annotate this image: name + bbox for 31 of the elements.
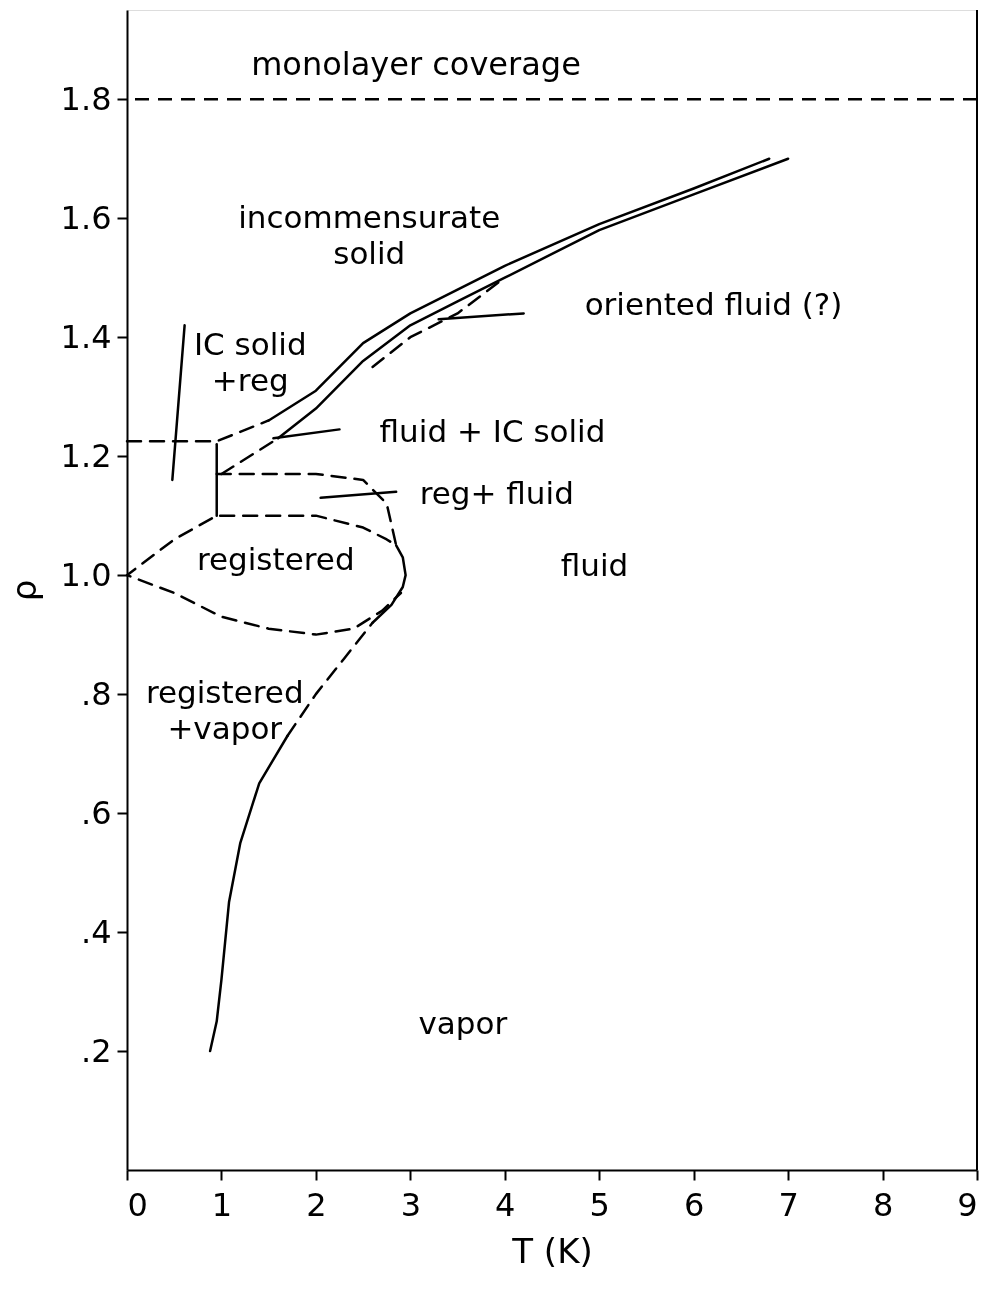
x-tick-label: 2 xyxy=(306,1185,327,1224)
ref-line-label: monolayer coverage xyxy=(251,45,581,84)
annotation: incommensurate solid xyxy=(238,198,501,271)
y-tick-label: 1.6 xyxy=(60,198,112,237)
annotation: registered xyxy=(196,541,355,577)
x-tick-label: 0 xyxy=(127,1185,148,1224)
y-tick-label: 1.2 xyxy=(60,436,112,475)
y-tick-label: 1.4 xyxy=(60,317,112,356)
x-tick-label: 9 xyxy=(957,1185,978,1224)
x-tick-label: 7 xyxy=(778,1185,799,1224)
x-tick-label: 6 xyxy=(683,1185,705,1224)
y-axis-title: ρ xyxy=(3,579,44,602)
y-tick-label: .8 xyxy=(80,674,112,713)
annotation: registered +vapor xyxy=(145,674,304,747)
y-tick-label: .6 xyxy=(80,793,112,832)
x-tick-label: 8 xyxy=(872,1185,894,1224)
x-axis-title: T (K) xyxy=(511,1230,593,1271)
annotation: fluid + IC solid xyxy=(379,413,606,450)
annotation: oriented fluid (?) xyxy=(584,285,843,322)
annotation: vapor xyxy=(418,1005,508,1041)
y-tick-label: 1.8 xyxy=(60,79,112,118)
y-tick-label: 1.0 xyxy=(60,555,112,594)
x-tick-label: 4 xyxy=(495,1185,516,1224)
x-tick-label: 3 xyxy=(400,1185,422,1224)
annotation: reg+ fluid xyxy=(419,474,574,511)
y-tick-label: .4 xyxy=(80,912,112,951)
y-tick-label: .2 xyxy=(80,1031,112,1070)
x-tick-label: 1 xyxy=(211,1185,233,1224)
x-tick-label: 5 xyxy=(589,1185,610,1224)
annotation: fluid xyxy=(560,546,629,583)
annotation: IC solid +reg xyxy=(193,326,307,399)
